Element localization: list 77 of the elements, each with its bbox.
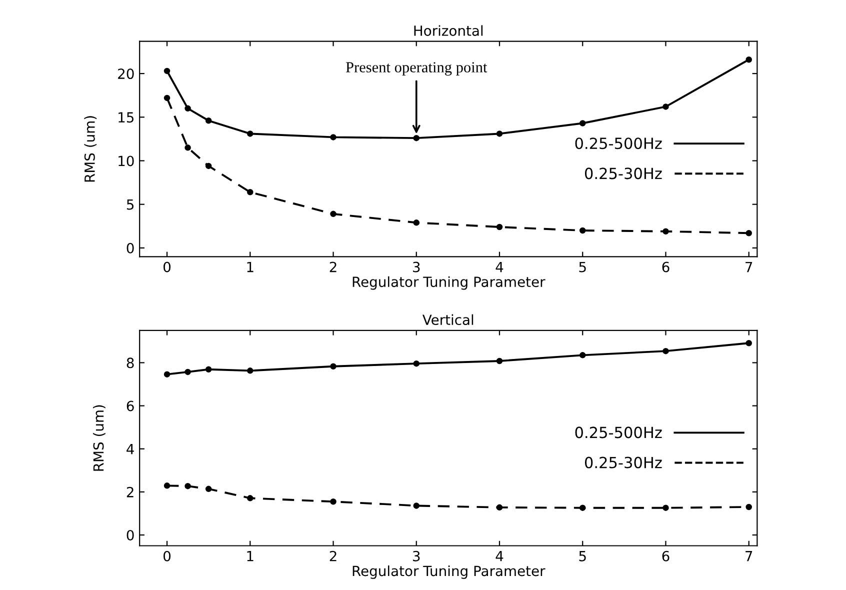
point [164, 482, 170, 489]
x-tick-label: 5 [579, 551, 586, 562]
point [184, 105, 191, 112]
y-tick-label: 8 [126, 358, 134, 368]
x-tick-label: 0 [164, 262, 171, 272]
point [496, 358, 503, 364]
x-tick-label: 6 [662, 550, 670, 562]
point [164, 68, 170, 74]
y-tick-label: 5 [126, 199, 134, 210]
x-tick-label: 5 [579, 262, 586, 272]
point [184, 482, 191, 490]
point [413, 360, 420, 367]
point [662, 228, 669, 234]
point [496, 224, 503, 230]
x-tick-label: 2 [330, 550, 336, 562]
point [413, 134, 420, 142]
point [164, 94, 170, 102]
point [247, 368, 254, 374]
x-tick-label: 1 [247, 551, 254, 562]
x-tick-label: 7 [746, 262, 752, 272]
point [184, 368, 191, 376]
point [579, 352, 586, 358]
point [579, 504, 586, 511]
x-tick-label: 2 [330, 262, 336, 272]
legend-label: 0.25-500Hz [575, 426, 662, 438]
x-tick-label: 3 [413, 262, 420, 272]
point [330, 498, 336, 505]
point [662, 348, 669, 354]
point [330, 134, 336, 140]
point [205, 486, 212, 492]
y-tick-label: 10 [118, 156, 134, 166]
x-axis-title: Regulator Tuning Parameter [352, 565, 546, 579]
y-tick-label: 0 [126, 242, 134, 254]
point [164, 371, 170, 378]
x-axis-title: Regulator Tuning Parameter [352, 276, 546, 290]
annotation: Present operating point [346, 62, 488, 76]
x-tick-label: 0 [164, 550, 171, 562]
legend-label: 0.25-30Hz [584, 456, 662, 468]
point [205, 162, 212, 170]
point [330, 363, 336, 370]
point [413, 502, 420, 509]
x-tick-label: 3 [413, 550, 420, 562]
point [662, 504, 669, 511]
y-tick-label: 20 [118, 68, 134, 80]
legend-label: 0.25-500Hz [575, 138, 662, 150]
y-axis-title: RMS (um) [93, 405, 106, 471]
chart-title: Horizontal [414, 25, 483, 36]
x-tick-label: 6 [662, 262, 670, 272]
point [746, 504, 752, 510]
point [746, 340, 752, 346]
point [746, 230, 752, 236]
y-tick-label: 0 [126, 530, 134, 540]
chart-title: Vertical [422, 314, 474, 326]
point [579, 120, 586, 126]
y-tick-label: 15 [118, 112, 134, 123]
point [496, 504, 503, 511]
x-tick-label: 4 [496, 551, 504, 562]
point [579, 227, 586, 234]
x-tick-label: 1 [247, 262, 254, 272]
point [184, 144, 191, 151]
y-tick-label: 4 [126, 444, 134, 454]
point [247, 130, 254, 137]
point [247, 495, 254, 502]
point [662, 104, 669, 110]
y-tick-label: 6 [126, 400, 134, 412]
point [496, 130, 503, 137]
x-tick-label: 4 [496, 262, 504, 272]
point [205, 366, 212, 373]
point [330, 210, 336, 218]
x-tick-label: 7 [746, 551, 752, 562]
point [746, 56, 752, 63]
y-tick-label: 2 [126, 486, 134, 498]
y-axis-title: RMS (um) [84, 116, 97, 182]
point [413, 220, 420, 226]
legend-label: 0.25-30Hz [584, 168, 662, 180]
point [247, 189, 254, 196]
point [205, 118, 212, 124]
